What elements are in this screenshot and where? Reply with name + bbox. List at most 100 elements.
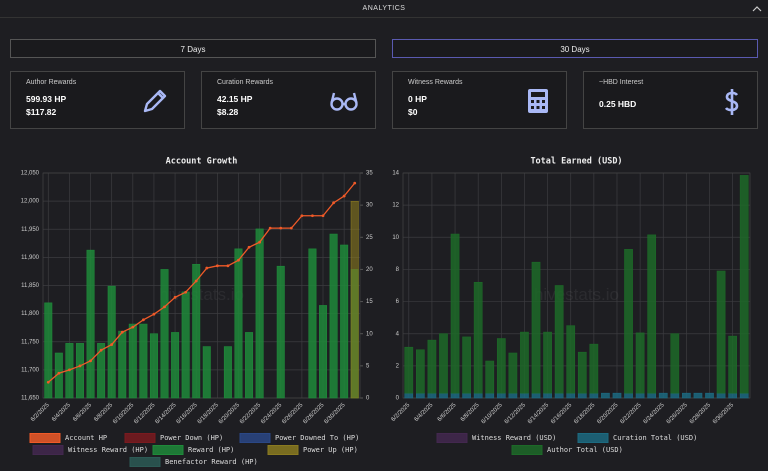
point bbox=[173, 295, 177, 299]
y2-tick-label: 35 bbox=[366, 171, 373, 177]
range-button[interactable]: 30 Days bbox=[392, 39, 758, 58]
x-tick-label: 6/22/2025 bbox=[239, 402, 263, 426]
pencil-icon bbox=[143, 89, 167, 113]
x-tick-label: 6/2/2025 bbox=[30, 402, 51, 423]
bar bbox=[439, 333, 448, 394]
y-tick-label: 0 bbox=[396, 396, 400, 402]
y2-tick-label: 30 bbox=[366, 203, 373, 209]
y-tick-label: 11,950 bbox=[21, 227, 40, 233]
x-tick-label: 6/4/2025 bbox=[414, 402, 435, 423]
bar bbox=[340, 244, 349, 399]
x-tick-label: 6/24/2025 bbox=[643, 402, 667, 426]
bar bbox=[566, 392, 576, 399]
y-tick-label: 4 bbox=[396, 331, 400, 337]
y-tick-label: 11,700 bbox=[21, 367, 40, 373]
legend-label: Witness Reward (HP) bbox=[68, 446, 148, 454]
x-tick-label: 6/18/2025 bbox=[573, 402, 597, 426]
bar bbox=[647, 392, 657, 399]
y2-tick-label: 25 bbox=[366, 235, 373, 241]
point bbox=[268, 226, 272, 230]
bar bbox=[601, 392, 610, 399]
bar bbox=[54, 352, 63, 399]
y-tick-label: 14 bbox=[392, 171, 399, 177]
y-tick-label: 6 bbox=[396, 299, 400, 305]
point bbox=[321, 214, 325, 218]
bar bbox=[670, 392, 680, 399]
x-tick-label: 6/30/2025 bbox=[324, 402, 348, 426]
bar bbox=[255, 228, 264, 399]
y-tick-label: 2 bbox=[396, 363, 400, 369]
bar bbox=[329, 233, 338, 399]
bar bbox=[739, 175, 749, 394]
bar bbox=[118, 330, 127, 399]
point bbox=[237, 258, 240, 262]
bar bbox=[508, 352, 518, 394]
bar bbox=[245, 332, 254, 399]
bar bbox=[705, 392, 714, 399]
point bbox=[110, 343, 114, 346]
y-tick-label: 8 bbox=[396, 267, 400, 273]
bar bbox=[128, 323, 137, 399]
bar bbox=[739, 392, 749, 399]
legend-swatch bbox=[577, 433, 609, 443]
bar bbox=[624, 392, 633, 399]
x-tick-label: 6/2/2025 bbox=[391, 402, 412, 423]
point bbox=[279, 226, 283, 230]
legend-swatch bbox=[32, 445, 64, 455]
bar bbox=[670, 333, 680, 394]
bar bbox=[485, 392, 495, 399]
legend-label: Power Downed To (HP) bbox=[275, 434, 359, 442]
x-tick-label: 6/26/2025 bbox=[281, 402, 305, 426]
collapse-icon[interactable] bbox=[752, 5, 762, 13]
bar bbox=[682, 392, 691, 399]
card-title: Curation Rewards bbox=[217, 79, 274, 86]
bar bbox=[635, 392, 645, 399]
x-tick-label: 6/14/2025 bbox=[527, 402, 551, 426]
point bbox=[332, 201, 335, 205]
legend-swatch bbox=[511, 445, 543, 455]
bar bbox=[716, 270, 726, 394]
legend-swatch bbox=[29, 433, 61, 443]
x-tick-label: 6/12/2025 bbox=[133, 402, 157, 426]
x-tick-label: 6/8/2025 bbox=[93, 402, 114, 423]
chart-title: Total Earned (USD) bbox=[530, 157, 622, 167]
bar bbox=[416, 349, 425, 394]
card-value: 42.15 HP bbox=[217, 94, 253, 104]
point bbox=[141, 318, 145, 322]
point bbox=[353, 181, 357, 185]
watermark: hivestats.io bbox=[159, 285, 244, 304]
bar bbox=[462, 336, 471, 394]
range-button[interactable]: 7 Days bbox=[10, 39, 376, 58]
bar bbox=[543, 331, 552, 394]
bar bbox=[450, 233, 460, 394]
point bbox=[89, 359, 92, 363]
bar bbox=[589, 392, 599, 399]
bar bbox=[496, 338, 506, 394]
bar bbox=[693, 392, 703, 399]
bar bbox=[520, 392, 529, 399]
plot-frame bbox=[42, 172, 361, 399]
x-tick-label: 6/4/2025 bbox=[51, 402, 72, 423]
bar bbox=[276, 265, 285, 399]
bar bbox=[404, 346, 414, 394]
y-tick-label: 11,650 bbox=[21, 396, 40, 402]
y2-tick-label: 0 bbox=[366, 396, 370, 402]
x-tick-label: 6/28/2025 bbox=[689, 402, 713, 426]
point bbox=[57, 371, 61, 375]
x-tick-label: 6/22/2025 bbox=[620, 402, 644, 426]
bar bbox=[107, 285, 116, 399]
point bbox=[258, 240, 262, 244]
bar bbox=[75, 343, 84, 399]
header-title: ANALYTICS bbox=[362, 5, 406, 12]
card-title: ~HBD Interest bbox=[599, 79, 644, 86]
y-tick-label: 11,750 bbox=[21, 339, 40, 345]
stat-card: Curation Rewards 42.15 HP $8.28 bbox=[201, 71, 376, 129]
chart-title: Account Growth bbox=[166, 157, 238, 167]
point bbox=[184, 290, 188, 294]
point bbox=[215, 264, 219, 268]
bar bbox=[160, 269, 169, 399]
bar bbox=[554, 392, 564, 399]
point bbox=[68, 368, 71, 372]
point bbox=[311, 214, 314, 218]
bar bbox=[728, 335, 737, 394]
